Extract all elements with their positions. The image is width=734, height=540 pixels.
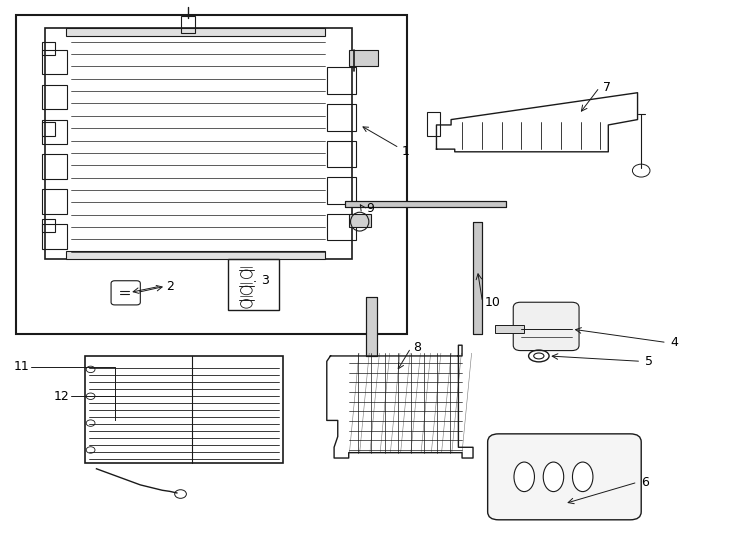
Text: 2: 2 xyxy=(166,280,174,293)
Text: 4: 4 xyxy=(670,336,678,349)
Ellipse shape xyxy=(543,462,564,491)
Bar xyxy=(327,104,356,131)
Bar xyxy=(495,325,524,333)
Bar xyxy=(349,214,371,227)
Bar xyxy=(345,201,506,207)
Text: 6: 6 xyxy=(642,476,649,489)
Bar xyxy=(85,356,283,463)
Bar xyxy=(42,219,55,232)
Bar xyxy=(366,297,377,356)
Bar xyxy=(42,122,55,136)
Bar xyxy=(327,68,356,94)
Bar xyxy=(42,85,68,109)
Bar xyxy=(473,221,482,334)
FancyBboxPatch shape xyxy=(487,434,642,520)
Bar xyxy=(16,15,407,334)
Text: 8: 8 xyxy=(413,341,421,354)
Bar xyxy=(42,119,68,144)
Bar xyxy=(473,221,482,334)
Ellipse shape xyxy=(514,462,534,491)
Bar xyxy=(66,251,325,259)
Bar xyxy=(42,190,68,214)
Text: 7: 7 xyxy=(603,81,611,94)
Bar xyxy=(228,259,279,310)
Bar xyxy=(327,177,356,204)
Text: 5: 5 xyxy=(645,355,653,368)
Bar xyxy=(46,28,352,259)
Bar xyxy=(349,50,378,66)
Bar xyxy=(327,140,356,167)
Ellipse shape xyxy=(573,462,593,491)
Bar xyxy=(345,201,506,207)
Bar xyxy=(327,214,356,240)
Text: 11: 11 xyxy=(13,360,29,373)
Text: 1: 1 xyxy=(363,127,410,158)
Bar xyxy=(42,224,68,248)
Text: 9: 9 xyxy=(366,202,374,215)
Text: 3: 3 xyxy=(261,274,269,287)
Bar xyxy=(366,297,377,356)
Text: 12: 12 xyxy=(54,390,70,403)
Text: 10: 10 xyxy=(484,296,501,309)
Bar xyxy=(427,112,440,136)
Bar xyxy=(42,42,55,55)
Bar xyxy=(42,154,68,179)
Bar xyxy=(42,50,68,74)
Bar xyxy=(66,28,325,36)
FancyBboxPatch shape xyxy=(513,302,579,350)
Bar xyxy=(181,16,195,32)
